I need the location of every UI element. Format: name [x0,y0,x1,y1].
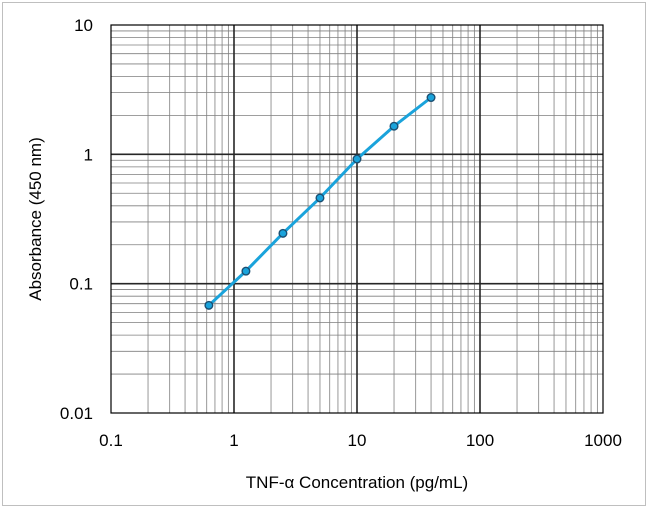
data-point [389,121,399,131]
x-axis-title: TNF-α Concentration (pg/mL) [246,473,468,492]
y-tick-label: 1 [84,145,93,164]
major-grid [111,25,603,413]
x-axis-ticks: 0.1 1 10 100 1000 [99,431,622,450]
data-point [315,193,325,203]
data-point [204,300,214,310]
x-tick-label: 1000 [584,431,622,450]
plot-area-border [110,24,604,414]
y-tick-label: 0.01 [60,404,93,423]
y-tick-label: 0.1 [69,275,93,294]
y-axis-title: Absorbance (450 nm) [26,137,45,300]
data-point [352,154,362,164]
series-layer [204,93,436,310]
x-tick-label: 0.1 [99,431,123,450]
x-tick-label: 100 [466,431,494,450]
data-point [241,266,251,276]
chart-frame [2,2,646,506]
y-axis-ticks: 0.01 0.1 1 10 [60,16,93,423]
data-point [278,228,288,238]
x-tick-label: 10 [348,431,367,450]
data-point [426,93,436,103]
y-tick-label: 10 [74,16,93,35]
x-tick-label: 1 [229,431,238,450]
